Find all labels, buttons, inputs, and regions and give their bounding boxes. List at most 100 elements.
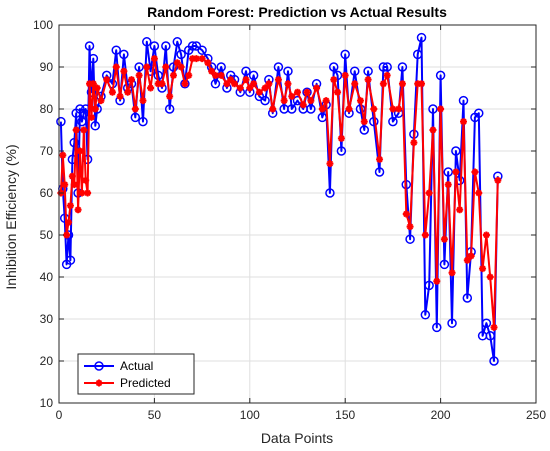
data-point <box>414 80 422 88</box>
data-point <box>307 97 315 105</box>
data-point <box>284 80 292 88</box>
x-tick-label: 200 <box>431 408 451 422</box>
data-point <box>89 80 97 88</box>
data-point <box>287 104 297 114</box>
data-point <box>475 189 483 197</box>
data-point <box>250 80 258 88</box>
data-point <box>120 67 128 75</box>
data-point <box>489 356 499 366</box>
data-point <box>424 280 434 291</box>
data-point <box>168 62 179 72</box>
data-point <box>398 80 406 88</box>
data-point <box>288 92 296 100</box>
data-point <box>108 88 116 96</box>
data-point <box>306 104 316 114</box>
x-tick-label: 150 <box>335 408 355 422</box>
legend-item-predicted: Predicted <box>84 376 171 390</box>
data-point <box>406 223 414 231</box>
x-axis-label: Data Points <box>261 430 333 446</box>
data-point <box>364 76 372 84</box>
data-point <box>330 76 338 84</box>
data-point <box>87 113 95 121</box>
data-point <box>172 37 183 47</box>
data-point <box>448 269 456 277</box>
data-point <box>65 255 76 265</box>
legend-marker-asterisk <box>95 379 103 387</box>
data-point <box>59 151 67 159</box>
data-point <box>302 87 312 97</box>
data-point <box>204 59 212 67</box>
data-point <box>334 88 342 96</box>
data-point <box>325 188 335 198</box>
data-point <box>494 176 502 184</box>
data-point <box>65 218 73 226</box>
data-point <box>142 37 152 47</box>
data-point <box>241 66 251 76</box>
x-tick-label: 100 <box>240 408 260 422</box>
data-point <box>318 105 326 113</box>
data-point <box>197 45 207 55</box>
x-tick-label: 50 <box>148 408 162 422</box>
legend-label: Actual <box>120 359 153 373</box>
data-point <box>485 331 495 341</box>
data-point <box>429 126 437 134</box>
data-point <box>166 92 174 100</box>
y-tick-label: 10 <box>40 396 54 410</box>
data-point <box>418 80 426 88</box>
data-point <box>227 76 235 84</box>
data-point <box>255 88 263 96</box>
data-point <box>379 80 387 88</box>
data-point <box>467 252 475 260</box>
data-point <box>299 101 307 109</box>
data-point <box>433 277 441 285</box>
data-point <box>340 49 350 60</box>
data-point <box>103 76 111 84</box>
data-point <box>68 172 76 180</box>
data-point <box>74 206 82 214</box>
data-point <box>376 155 384 163</box>
data-point <box>322 97 330 105</box>
data-point <box>405 234 415 244</box>
data-point <box>111 45 121 55</box>
data-point <box>447 318 457 328</box>
data-point <box>217 71 225 79</box>
data-point <box>303 88 311 96</box>
data-point <box>359 125 370 135</box>
data-point <box>84 41 95 51</box>
data-point <box>97 97 105 105</box>
data-point <box>63 231 71 239</box>
data-point <box>138 116 148 127</box>
plot-area: 0 50 100 150 200 250 10 20 30 40 50 60 70 80 90 100 <box>33 18 546 422</box>
data-point <box>236 84 244 92</box>
data-point <box>177 63 185 71</box>
data-point <box>69 137 80 148</box>
data-point <box>185 71 193 79</box>
data-point <box>383 71 391 79</box>
data-point <box>147 84 155 92</box>
data-point <box>456 206 464 214</box>
data-point <box>72 126 80 134</box>
data-point <box>374 167 385 177</box>
data-point <box>181 80 189 88</box>
y-tick-label: 40 <box>40 270 54 284</box>
data-point <box>420 310 431 320</box>
data-point <box>471 168 479 176</box>
data-point <box>210 79 221 89</box>
data-point <box>162 63 170 71</box>
data-point <box>349 66 360 76</box>
data-point <box>192 55 200 63</box>
data-point <box>88 53 99 64</box>
data-point <box>176 49 186 60</box>
data-point <box>119 49 129 60</box>
data-point <box>189 55 197 63</box>
data-point <box>486 273 494 281</box>
data-point <box>260 95 270 106</box>
data-point <box>86 80 94 88</box>
data-point <box>164 104 175 114</box>
data-point <box>479 265 487 273</box>
data-point <box>421 231 429 239</box>
data-point <box>70 181 78 189</box>
data-point <box>280 97 288 105</box>
y-tick-label: 70 <box>40 144 54 158</box>
